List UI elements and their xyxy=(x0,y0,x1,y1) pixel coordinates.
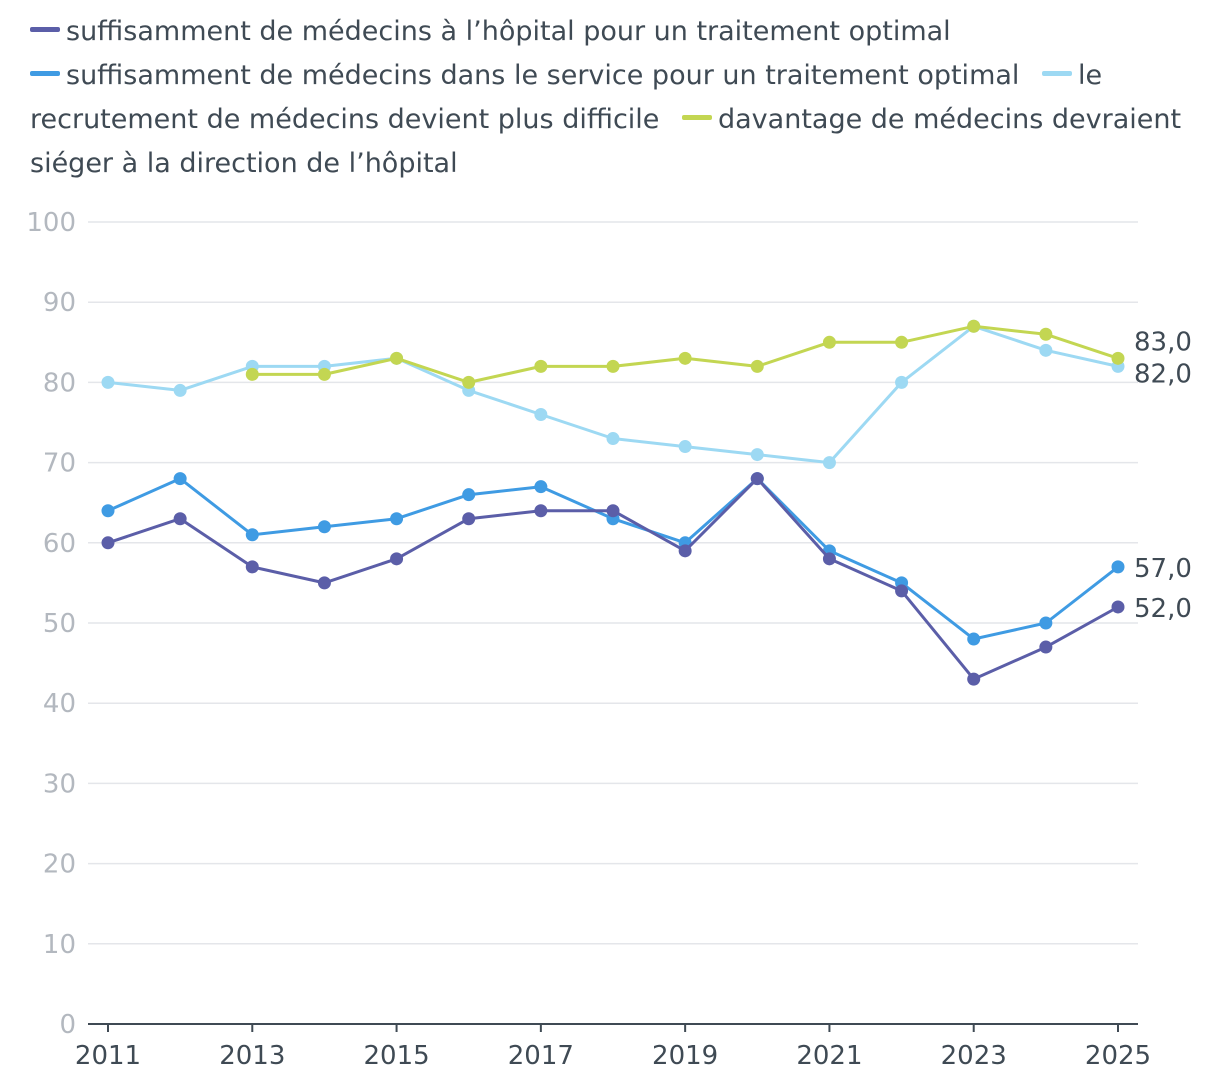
data-point-s2-2018 xyxy=(606,432,620,446)
data-point-s2-2024 xyxy=(1039,343,1053,357)
data-point-s2-2017 xyxy=(534,407,548,421)
legend-label-service: suffisamment de médecins dans le service… xyxy=(66,60,1020,91)
data-point-s2-2021 xyxy=(822,456,836,470)
legend-swatch-recruitment xyxy=(1042,71,1073,76)
data-point-s1-2025 xyxy=(1111,560,1125,574)
data-point-s3-2023 xyxy=(967,319,981,333)
y-tick-label-70: 70 xyxy=(43,449,76,479)
data-point-s3-2015 xyxy=(390,351,404,365)
legend-swatch-hospital xyxy=(30,27,60,32)
data-point-s3-2017 xyxy=(534,359,548,373)
y-tick-label-50: 50 xyxy=(43,609,76,639)
x-tick-label-2015: 2015 xyxy=(363,1041,429,1071)
data-point-s1-2024 xyxy=(1039,616,1053,630)
data-point-s0-2022 xyxy=(895,584,909,598)
data-point-s1-2012 xyxy=(173,472,187,486)
data-point-s0-2018 xyxy=(606,504,620,518)
legend-label-management: davantage de médecins devraient siéger à… xyxy=(30,104,1182,179)
data-point-s0-2021 xyxy=(822,552,836,566)
x-tick-label-2023: 2023 xyxy=(941,1041,1007,1071)
chart-legend: suffisamment de médecins à l’hôpital pou… xyxy=(30,10,1205,186)
data-point-s2-2022 xyxy=(895,375,909,389)
x-tick-label-2025: 2025 xyxy=(1085,1041,1151,1071)
y-tick-label-20: 20 xyxy=(43,850,76,880)
data-point-s3-2016 xyxy=(462,375,476,389)
data-point-s0-2025 xyxy=(1111,600,1125,614)
end-label-series-2: 82,0 xyxy=(1134,359,1192,389)
data-point-s0-2011 xyxy=(101,536,115,550)
legend-label-hospital: suffisamment de médecins à l’hôpital pou… xyxy=(66,16,951,47)
data-point-s0-2013 xyxy=(245,560,259,574)
data-point-s0-2019 xyxy=(678,544,692,558)
y-tick-label-100: 100 xyxy=(26,208,76,238)
data-point-s0-2023 xyxy=(967,672,981,686)
data-point-s2-2020 xyxy=(750,448,764,462)
data-point-s2-2019 xyxy=(678,440,692,454)
data-point-s3-2013 xyxy=(245,367,259,381)
legend-item-service: suffisamment de médecins dans le service… xyxy=(30,60,1019,91)
data-point-s0-2017 xyxy=(534,504,548,518)
x-tick-label-2017: 2017 xyxy=(508,1041,574,1071)
x-tick-label-2011: 2011 xyxy=(75,1041,141,1071)
data-point-s3-2019 xyxy=(678,351,692,365)
y-tick-label-80: 80 xyxy=(43,368,76,398)
data-point-s1-2023 xyxy=(967,632,981,646)
data-point-s0-2024 xyxy=(1039,640,1053,654)
data-point-s1-2013 xyxy=(245,528,259,542)
data-point-s3-2022 xyxy=(895,335,909,349)
data-point-s0-2014 xyxy=(317,576,331,590)
data-point-s0-2016 xyxy=(462,512,476,526)
series-line-1 xyxy=(106,477,1120,641)
data-point-s0-2012 xyxy=(173,512,187,526)
y-tick-label-40: 40 xyxy=(43,689,76,719)
y-tick-label-0: 0 xyxy=(59,1010,76,1040)
y-tick-label-30: 30 xyxy=(43,769,76,799)
data-point-s0-2020 xyxy=(750,472,764,486)
legend-swatch-management xyxy=(682,115,712,120)
data-point-s1-2017 xyxy=(534,480,548,494)
legend-item-hospital: suffisamment de médecins à l’hôpital pou… xyxy=(30,16,951,47)
end-label-series-3: 83,0 xyxy=(1134,327,1192,357)
x-tick-label-2013: 2013 xyxy=(219,1041,285,1071)
data-point-s1-2015 xyxy=(390,512,404,526)
end-label-series-1: 57,0 xyxy=(1134,554,1192,584)
y-tick-label-10: 10 xyxy=(43,930,76,960)
data-point-s3-2018 xyxy=(606,359,620,373)
end-label-series-0: 52,0 xyxy=(1134,594,1192,624)
x-tick-label-2019: 2019 xyxy=(652,1041,718,1071)
legend-item-recruitment: le recrutement de médecins devient plus … xyxy=(30,60,1102,135)
y-tick-label-90: 90 xyxy=(43,288,76,318)
data-point-s3-2021 xyxy=(822,335,836,349)
y-tick-label-60: 60 xyxy=(43,529,76,559)
data-point-s3-2020 xyxy=(750,359,764,373)
data-point-s1-2011 xyxy=(101,504,115,518)
data-point-s3-2014 xyxy=(317,367,331,381)
data-point-s3-2025 xyxy=(1111,351,1125,365)
x-tick-label-2021: 2021 xyxy=(796,1041,862,1071)
legend-swatch-service xyxy=(30,71,60,76)
data-point-s0-2015 xyxy=(390,552,404,566)
data-point-s2-2012 xyxy=(173,383,187,397)
data-point-s3-2024 xyxy=(1039,327,1053,341)
data-point-s2-2011 xyxy=(101,375,115,389)
legend-item-management: davantage de médecins devraient siéger à… xyxy=(30,104,1181,179)
data-point-s1-2014 xyxy=(317,520,331,534)
data-point-s1-2016 xyxy=(462,488,476,502)
legend-label-recruitment: le recrutement de médecins devient plus … xyxy=(30,60,1103,135)
